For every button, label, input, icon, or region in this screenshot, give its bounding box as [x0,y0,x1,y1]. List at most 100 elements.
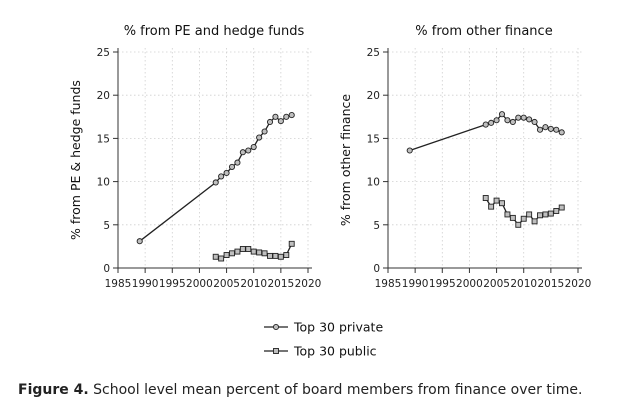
data-point [482,121,489,128]
y-tick-label: 25 [367,47,380,59]
y-tick-label: 25 [97,47,110,59]
chart-canvas: % from PE and hedge funds % from PE & hed… [68,24,591,359]
data-point [482,195,489,201]
data-point [250,248,257,255]
y-tick-label: 15 [367,133,380,145]
data-point [218,173,225,180]
data-point [558,129,565,136]
data-point [256,249,263,256]
data-point [488,203,495,210]
series-line [139,114,292,242]
data-point [558,204,565,211]
panel-title: % from other finance [415,24,552,39]
data-point [515,221,522,228]
data-point [509,214,516,221]
data-point [531,118,538,126]
x-tick-label: 2010 [510,278,537,290]
data-point [553,126,560,133]
data-point [261,250,268,257]
x-tick-label: 1995 [159,278,186,290]
data-point [266,118,274,126]
data-point [250,143,257,151]
figure-caption: Figure 4. School level mean percent of b… [18,382,582,398]
y-tick-label: 15 [97,133,110,145]
data-point [218,255,225,262]
x-tick-label: 2020 [295,278,322,290]
data-point [223,169,230,177]
legend-label: Top 30 private [293,320,383,335]
data-point [239,149,246,156]
x-tick-label: 1990 [402,278,429,290]
legend-marker [272,323,280,331]
legend-label: Top 30 public [293,344,377,359]
legend-entry-2: Top 30 public [264,344,377,359]
x-tick-label: 2005 [213,278,240,290]
data-point [509,118,516,126]
data-point [553,208,560,214]
caption-text: School level mean percent of board membe… [93,382,583,398]
y-tick-label: 10 [97,177,110,189]
data-point [261,128,268,135]
data-point [498,111,506,118]
x-tick-label: 1990 [132,278,159,290]
data-point [520,114,527,121]
data-point [406,147,413,154]
data-point [547,125,554,132]
data-point [504,117,511,124]
panel-2: % from other finance % from other finance… [338,24,591,290]
x-tick-label: 2020 [565,278,592,290]
data-point [245,246,252,252]
data-point [229,250,235,257]
data-point [256,134,263,141]
data-point [493,197,500,204]
panel-1: % from PE and hedge funds % from PE & hed… [68,24,321,290]
x-tick-label: 1995 [429,278,456,290]
data-point [536,126,544,133]
x-tick-label: 2000 [456,278,483,290]
data-point [277,118,284,125]
data-point [515,114,522,121]
y-tick-label: 0 [103,263,110,275]
data-point [272,252,279,259]
y-axis-label: % from other finance [338,94,353,226]
data-point [520,215,527,222]
data-point [212,253,219,260]
data-point [493,117,500,124]
data-point [245,147,252,154]
data-point [526,116,533,123]
x-tick-label: 1985 [105,278,132,290]
data-point [288,240,295,247]
data-point [223,252,230,258]
data-point [542,211,549,218]
data-point [499,200,505,207]
x-tick-label: 1985 [375,278,402,290]
data-point [212,179,219,186]
series-square [482,195,565,228]
data-point [283,113,290,120]
x-tick-label: 2015 [267,278,294,290]
y-tick-label: 0 [373,263,380,275]
y-axis-label: % from PE & hedge funds [68,80,83,240]
x-tick-label: 2005 [483,278,510,290]
y-tick-label: 5 [103,220,110,232]
data-point [531,218,538,225]
data-point [526,211,533,218]
data-point [234,248,241,255]
x-tick-label: 2000 [186,278,213,290]
data-point [288,112,295,119]
caption-label: Figure 4. [18,382,89,398]
data-point [537,212,543,219]
legend-entry-1: Top 30 private [264,320,383,335]
data-point [283,252,290,258]
legend: Top 30 private Top 30 public [264,320,383,359]
series-circle [136,112,295,245]
series-square [212,240,295,262]
data-point [504,211,511,218]
x-tick-label: 2015 [537,278,564,290]
data-point [234,159,241,166]
y-tick-label: 20 [367,90,380,102]
data-point [488,119,495,126]
y-tick-label: 10 [367,177,380,189]
x-tick-label: 2010 [240,278,267,290]
